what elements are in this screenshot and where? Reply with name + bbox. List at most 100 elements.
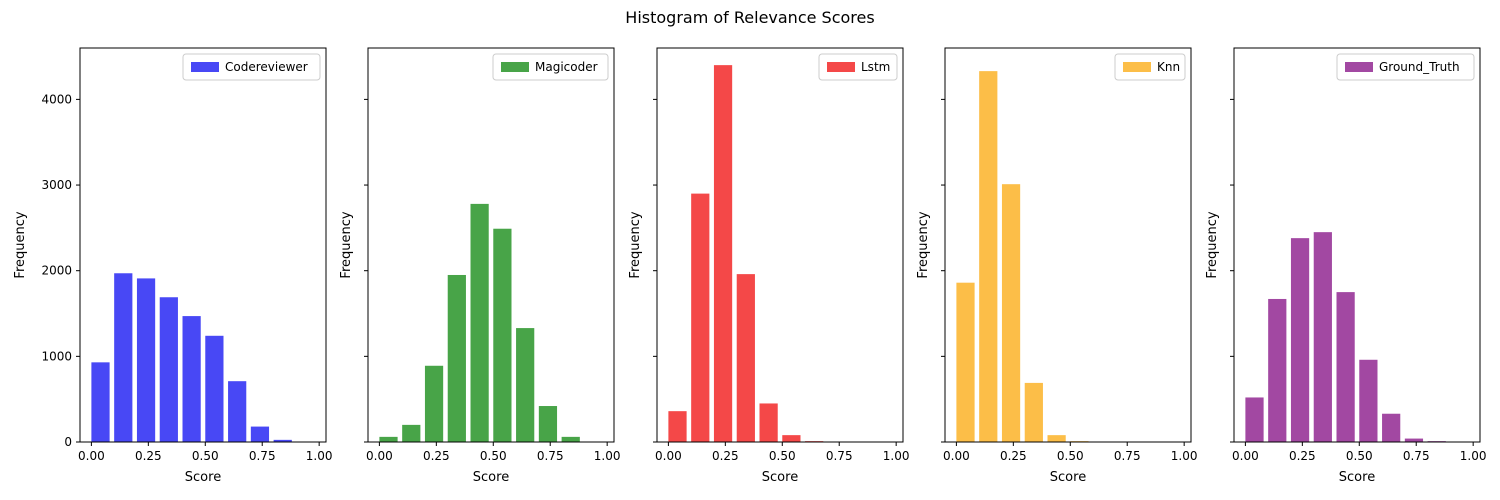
x-tick-label: 0.75 [826,449,853,463]
legend-label: Codereviewer [225,60,308,74]
bar [668,411,687,442]
y-axis-label: Frequency [628,211,643,278]
axes-frame [1233,47,1481,443]
bar [782,435,801,442]
bar [1024,382,1043,442]
x-tick-label: 0.00 [943,449,970,463]
x-axis-label: Score [1339,470,1375,485]
legend-swatch [1345,62,1373,72]
panel-lstm: 0.00 0.25 0.50 0.75 1.00 Score Frequency Lstm [628,47,910,485]
x-tick-label: 0.75 [1403,449,1430,463]
legend-box [818,53,898,81]
bar [1404,438,1424,442]
bar [1001,184,1021,442]
x-axis-label: Score [185,470,221,485]
axes-frame [79,47,327,443]
bar [979,71,998,442]
x-tick-label: 0.00 [78,449,105,463]
legend-swatch [191,62,219,72]
y-axis-label: Frequency [13,211,28,278]
panel-codereviewer: 0.00 0.25 0.50 0.75 1.00 0 1000 2000 3000 4000 Sco… [13,47,333,485]
bar [1245,397,1264,442]
x-tick-label: 0.00 [655,449,682,463]
axes-frame [367,47,615,443]
bar [91,362,110,442]
bar [273,439,292,442]
bar [759,403,778,442]
x-tick-label: 1.00 [306,449,333,463]
bar [1382,413,1401,442]
x-tick-label: 0.50 [480,449,507,463]
legend-label: Magicoder [535,60,598,74]
x-tick-label: 0.00 [366,449,393,463]
panel-ground_truth: 0.00 0.25 0.50 0.75 1.00 Score Frequency Ground… [1205,47,1487,485]
legend-swatch [501,62,529,72]
bar [1268,298,1287,442]
x-tick-label: 0.25 [1000,449,1027,463]
x-tick-label: 0.75 [249,449,276,463]
x-tick-label: 0.25 [423,449,450,463]
axes-frame [944,47,1192,443]
bar [691,193,710,442]
x-tick-label: 0.50 [192,449,219,463]
x-tick-label: 0.75 [1114,449,1141,463]
x-tick-label: 1.00 [594,449,621,463]
x-tick-label: 1.00 [883,449,910,463]
figure-title: Histogram of Relevance Scores [625,8,875,27]
x-tick-label: 0.25 [712,449,739,463]
y-tick-label: 2000 [41,264,72,278]
legend-swatch [1123,62,1151,72]
y-axis-label: Frequency [339,211,354,278]
bar [1047,435,1066,442]
bar [470,203,489,442]
bar [1359,359,1378,442]
bar [516,328,535,442]
x-tick-label: 0.25 [1289,449,1316,463]
x-axis-label: Score [1050,470,1086,485]
bar [379,436,398,442]
bar [205,335,224,442]
y-tick-label: 0 [64,435,72,449]
legend-swatch [827,62,855,72]
bar [1290,238,1310,442]
y-axis-label: Frequency [1205,211,1220,278]
bar [424,365,444,442]
axes-frame [656,47,904,443]
x-tick-label: 0.50 [1057,449,1084,463]
bar [402,424,421,442]
legend-label: Lstm [861,60,890,74]
bar [538,406,558,442]
legend-box [492,53,609,81]
legend-label: Ground_Truth [1379,60,1460,74]
bar [447,274,466,442]
x-axis-label: Score [473,470,509,485]
x-tick-label: 0.50 [769,449,796,463]
x-tick-label: 0.25 [135,449,162,463]
bar [956,282,975,442]
y-tick-label: 3000 [41,178,72,192]
legend-box [1336,53,1475,81]
bar [159,297,178,442]
bar [493,228,512,442]
legend-label: Knn [1157,60,1180,74]
x-axis-label: Score [762,470,798,485]
bar [1336,292,1355,442]
x-tick-label: 1.00 [1171,449,1198,463]
bar [114,273,133,442]
x-tick-label: 0.50 [1346,449,1373,463]
legend-box [182,53,321,81]
bar [713,65,733,442]
x-tick-label: 0.00 [1232,449,1259,463]
bar [250,426,270,442]
bar [136,278,156,442]
bar [182,316,201,442]
bar [228,381,247,442]
y-axis-label: Frequency [916,211,931,278]
bar [736,274,755,442]
panel-magicoder: 0.00 0.25 0.50 0.75 1.00 Score Frequency Magico… [339,47,621,485]
x-tick-label: 1.00 [1460,449,1487,463]
bar [1313,232,1332,442]
panel-knn: 0.00 0.25 0.50 0.75 1.00 Score Frequency Knn [916,47,1198,485]
y-tick-label: 4000 [41,92,72,106]
